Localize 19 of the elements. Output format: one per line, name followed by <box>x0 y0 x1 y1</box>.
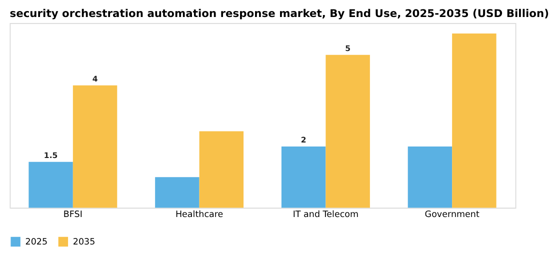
bar <box>199 131 244 208</box>
chart-title: security orchestration automation response market, By End Use, 2025-2035 (USD Billion) <box>10 7 549 20</box>
legend-label: 2025 <box>25 238 48 248</box>
x-tick-label: Government <box>424 210 480 220</box>
data-label: 1.5 <box>44 150 58 160</box>
bar <box>408 146 452 208</box>
data-label: 5 <box>345 44 351 53</box>
bar <box>155 177 200 208</box>
bar <box>28 162 73 208</box>
bar <box>452 33 496 208</box>
x-tick-label: Healthcare <box>175 210 224 220</box>
bar <box>281 146 326 208</box>
data-label: 2 <box>300 136 306 145</box>
data-label: 4 <box>92 74 98 84</box>
x-tick-label: BFSI <box>63 210 82 220</box>
bar <box>72 85 118 208</box>
legend-label: 2035 <box>72 238 96 248</box>
bar <box>326 54 370 208</box>
x-tick-label: IT and Telecom <box>292 210 359 220</box>
